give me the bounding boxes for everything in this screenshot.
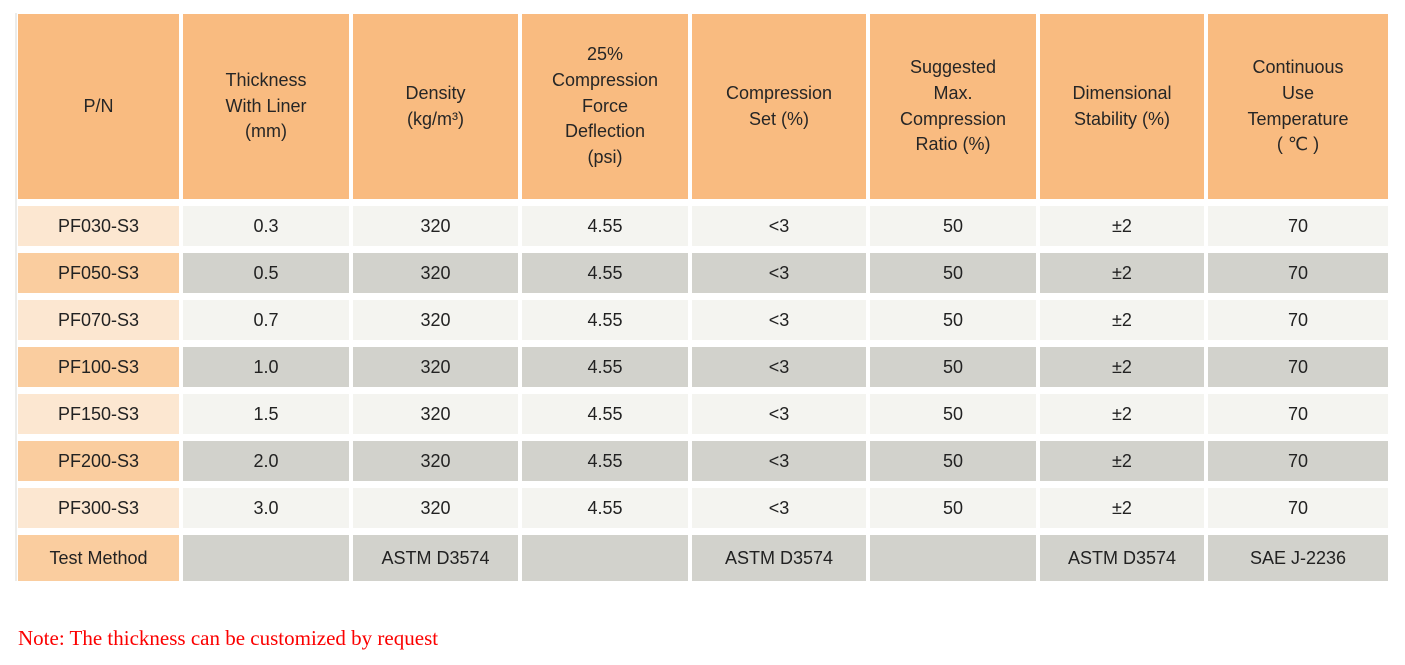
table-row: PF150-S3 1.5 320 4.55 <3 50 ±2 70 bbox=[18, 394, 1388, 434]
table-cell: 50 bbox=[870, 347, 1036, 387]
table-row: Test Method ASTM D3574 ASTM D3574 ASTM D357… bbox=[18, 535, 1388, 581]
table-cell: ±2 bbox=[1040, 206, 1204, 246]
table-cell: <3 bbox=[692, 300, 866, 340]
row-label-cell: PF100-S3 bbox=[18, 347, 179, 387]
table-row: PF030-S3 0.3 320 4.55 <3 50 ±2 70 bbox=[18, 206, 1388, 246]
table-cell: 320 bbox=[353, 488, 518, 528]
table-cell: 0.5 bbox=[183, 253, 349, 293]
table-cell: ±2 bbox=[1040, 253, 1204, 293]
table-cell bbox=[183, 535, 349, 581]
table-cell: 320 bbox=[353, 206, 518, 246]
table-cell: <3 bbox=[692, 394, 866, 434]
table-cell: <3 bbox=[692, 206, 866, 246]
table-cell: 4.55 bbox=[522, 394, 688, 434]
table-cell: 50 bbox=[870, 394, 1036, 434]
table-cell: 50 bbox=[870, 206, 1036, 246]
table-cell: 50 bbox=[870, 488, 1036, 528]
header-cell-2: Thickness With Liner (mm) bbox=[183, 14, 349, 199]
table-cell: 2.0 bbox=[183, 441, 349, 481]
table-cell: 4.55 bbox=[522, 347, 688, 387]
table-cell: 4.55 bbox=[522, 300, 688, 340]
table-cell: 320 bbox=[353, 394, 518, 434]
table-cell: <3 bbox=[692, 347, 866, 387]
table-cell: <3 bbox=[692, 488, 866, 528]
table-row: PF050-S3 0.5 320 4.55 <3 50 ±2 70 bbox=[18, 253, 1388, 293]
table-cell: <3 bbox=[692, 253, 866, 293]
table-row: PF100-S3 1.0 320 4.55 <3 50 ±2 70 bbox=[18, 347, 1388, 387]
header-cell-5: Compression Set (%) bbox=[692, 14, 866, 199]
table-cell: 0.3 bbox=[183, 206, 349, 246]
row-label-cell: PF070-S3 bbox=[18, 300, 179, 340]
table-cell: ±2 bbox=[1040, 300, 1204, 340]
table-body: PF030-S3 0.3 320 4.55 <3 50 ±2 70 PF050-S3 0.5 320… bbox=[18, 206, 1388, 581]
spec-table-container: P/N Thickness With Liner (mm) Density (kg/… bbox=[14, 7, 1392, 588]
table-cell: 4.55 bbox=[522, 488, 688, 528]
table-left-edge-line bbox=[15, 13, 17, 581]
table-cell: ±2 bbox=[1040, 441, 1204, 481]
table-cell: 3.0 bbox=[183, 488, 349, 528]
spec-table: P/N Thickness With Liner (mm) Density (kg/… bbox=[14, 7, 1392, 588]
table-cell: 70 bbox=[1208, 253, 1388, 293]
table-cell: ±2 bbox=[1040, 488, 1204, 528]
header-cell-6: Suggested Max. Compression Ratio (%) bbox=[870, 14, 1036, 199]
table-cell: 0.7 bbox=[183, 300, 349, 340]
header-cell-1: P/N bbox=[18, 14, 179, 199]
table-cell: ASTM D3574 bbox=[353, 535, 518, 581]
table-cell: 50 bbox=[870, 300, 1036, 340]
table-cell: 70 bbox=[1208, 488, 1388, 528]
table-cell: 320 bbox=[353, 441, 518, 481]
table-cell: SAE J-2236 bbox=[1208, 535, 1388, 581]
table-cell: 4.55 bbox=[522, 441, 688, 481]
row-label-cell: PF150-S3 bbox=[18, 394, 179, 434]
table-row: PF300-S3 3.0 320 4.55 <3 50 ±2 70 bbox=[18, 488, 1388, 528]
table-cell: 70 bbox=[1208, 300, 1388, 340]
header-cell-4: 25% Compression Force Deflection (psi) bbox=[522, 14, 688, 199]
table-cell: 4.55 bbox=[522, 253, 688, 293]
row-label-cell: Test Method bbox=[18, 535, 179, 581]
header-row: P/N Thickness With Liner (mm) Density (kg/… bbox=[18, 14, 1388, 199]
header-cell-7: Dimensional Stability (%) bbox=[1040, 14, 1204, 199]
row-label-cell: PF030-S3 bbox=[18, 206, 179, 246]
table-cell: 320 bbox=[353, 253, 518, 293]
table-cell: 70 bbox=[1208, 441, 1388, 481]
table-cell bbox=[870, 535, 1036, 581]
note-text: Note: The thickness can be customized by… bbox=[18, 626, 439, 650]
table-cell: ±2 bbox=[1040, 347, 1204, 387]
header-cell-3: Density (kg/m³) bbox=[353, 14, 518, 199]
table-cell: 320 bbox=[353, 300, 518, 340]
table-cell: 70 bbox=[1208, 347, 1388, 387]
table-cell: ASTM D3574 bbox=[692, 535, 866, 581]
table-cell: 50 bbox=[870, 441, 1036, 481]
table-cell: 1.5 bbox=[183, 394, 349, 434]
table-cell bbox=[522, 535, 688, 581]
table-cell: 320 bbox=[353, 347, 518, 387]
table-cell: 70 bbox=[1208, 206, 1388, 246]
header-cell-8: Continuous Use Temperature ( ℃ ) bbox=[1208, 14, 1388, 199]
row-label-cell: PF050-S3 bbox=[18, 253, 179, 293]
table-cell: 50 bbox=[870, 253, 1036, 293]
table-row: PF070-S3 0.7 320 4.55 <3 50 ±2 70 bbox=[18, 300, 1388, 340]
row-label-cell: PF200-S3 bbox=[18, 441, 179, 481]
row-label-cell: PF300-S3 bbox=[18, 488, 179, 528]
table-cell: ±2 bbox=[1040, 394, 1204, 434]
table-cell: 70 bbox=[1208, 394, 1388, 434]
table-row: PF200-S3 2.0 320 4.55 <3 50 ±2 70 bbox=[18, 441, 1388, 481]
table-cell: ASTM D3574 bbox=[1040, 535, 1204, 581]
table-cell: <3 bbox=[692, 441, 866, 481]
table-cell: 1.0 bbox=[183, 347, 349, 387]
table-cell: 4.55 bbox=[522, 206, 688, 246]
